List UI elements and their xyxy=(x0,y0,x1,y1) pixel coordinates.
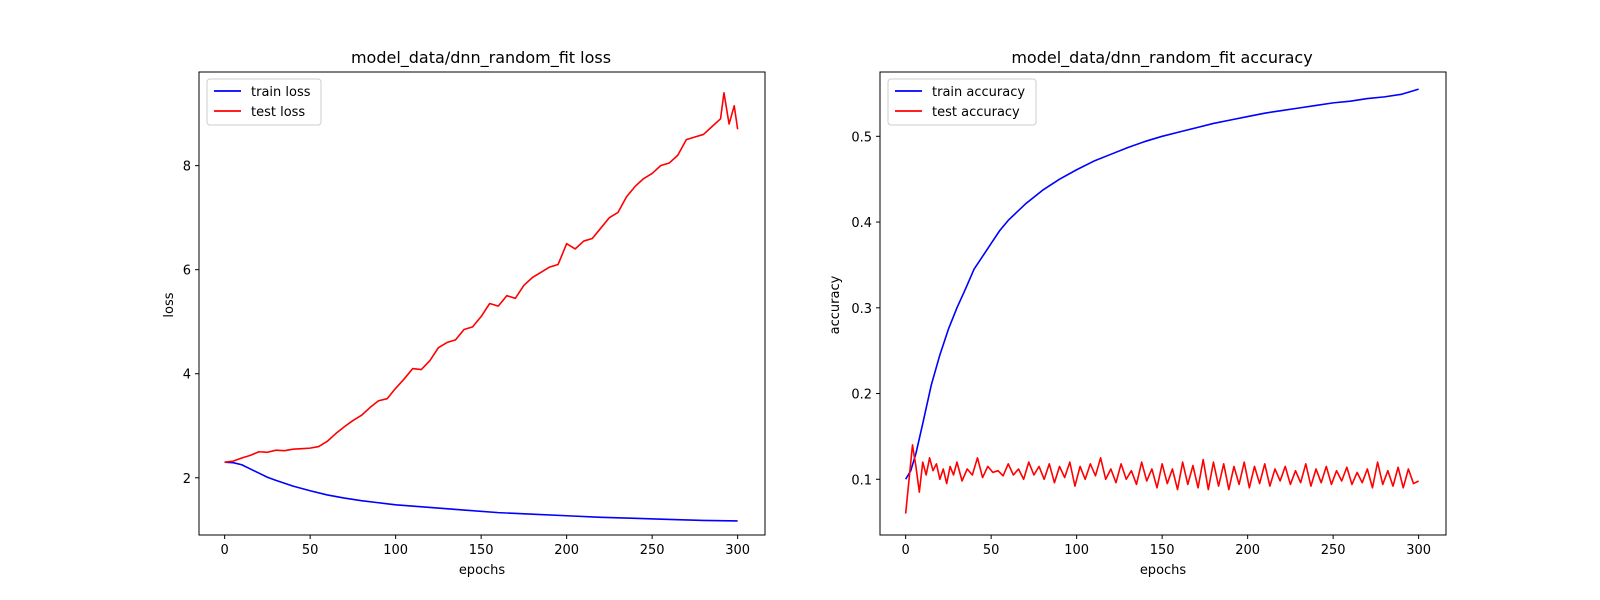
loss-legend-label-test: test loss xyxy=(251,105,305,120)
accuracy-chart-title: model_data/dnn_random_fit accuracy xyxy=(1011,48,1312,68)
accuracy-axis-ticks: 0 50 100 150 200 250 300 0.1 0.2 0.3 0.4 0.5 xyxy=(851,130,1431,558)
accuracy-xtick-label: 0 xyxy=(902,543,910,558)
accuracy-xtick-label: 200 xyxy=(1235,543,1260,558)
loss-xtick-label: 100 xyxy=(383,543,408,558)
accuracy-series-train-line xyxy=(904,88,1419,480)
accuracy-legend-label-train: train accuracy xyxy=(932,85,1025,100)
loss-legend: train loss test loss xyxy=(206,78,322,126)
accuracy-series-test-line xyxy=(904,444,1419,514)
loss-ytick-label: 2 xyxy=(183,472,191,487)
accuracy-axes-frame xyxy=(879,71,1447,536)
loss-xtick-label: 0 xyxy=(221,543,229,558)
accuracy-legend-label-test: test accuracy xyxy=(932,105,1020,120)
accuracy-xtick-label: 50 xyxy=(983,543,1000,558)
accuracy-xtick-label: 100 xyxy=(1064,543,1089,558)
loss-ytick-label: 8 xyxy=(183,160,191,175)
loss-series-test-line xyxy=(224,92,739,463)
accuracy-ytick-label: 0.5 xyxy=(851,130,872,145)
accuracy-xtick-label: 250 xyxy=(1321,543,1346,558)
accuracy-ytick-label: 0.1 xyxy=(851,473,872,488)
loss-legend-label-train: train loss xyxy=(251,85,311,100)
accuracy-chart: model_data/dnn_random_fit accuracy 0 50 10… xyxy=(828,48,1447,578)
loss-xtick-label: 150 xyxy=(469,543,494,558)
loss-ytick-label: 6 xyxy=(183,264,191,279)
loss-xlabel: epochs xyxy=(459,563,506,578)
loss-axes-frame xyxy=(198,71,766,536)
accuracy-legend-box xyxy=(887,78,1037,126)
accuracy-ytick-label: 0.2 xyxy=(851,388,872,403)
loss-xtick-label: 200 xyxy=(554,543,579,558)
loss-series-train-line xyxy=(224,461,738,522)
loss-xtick-label: 250 xyxy=(640,543,665,558)
accuracy-xtick-label: 150 xyxy=(1150,543,1175,558)
loss-axis-ticks: 0 50 100 150 200 250 300 2 4 6 8 xyxy=(183,160,750,558)
accuracy-ytick-label: 0.3 xyxy=(851,302,872,317)
accuracy-legend: train accuracy test accuracy xyxy=(887,78,1037,126)
accuracy-ytick-label: 0.4 xyxy=(851,216,872,231)
loss-chart-title: model_data/dnn_random_fit loss xyxy=(351,48,611,68)
loss-xtick-label: 300 xyxy=(725,543,750,558)
accuracy-xlabel: epochs xyxy=(1140,563,1187,578)
loss-ytick-label: 4 xyxy=(183,368,191,383)
loss-chart: model_data/dnn_random_fit loss 0 50 100 150… xyxy=(162,48,766,578)
loss-ylabel: loss xyxy=(162,292,177,317)
accuracy-xtick-label: 300 xyxy=(1406,543,1431,558)
loss-xtick-label: 50 xyxy=(302,543,319,558)
accuracy-ylabel: accuracy xyxy=(828,275,843,334)
accuracy-plot-area xyxy=(904,88,1419,514)
loss-plot-area xyxy=(224,92,739,522)
